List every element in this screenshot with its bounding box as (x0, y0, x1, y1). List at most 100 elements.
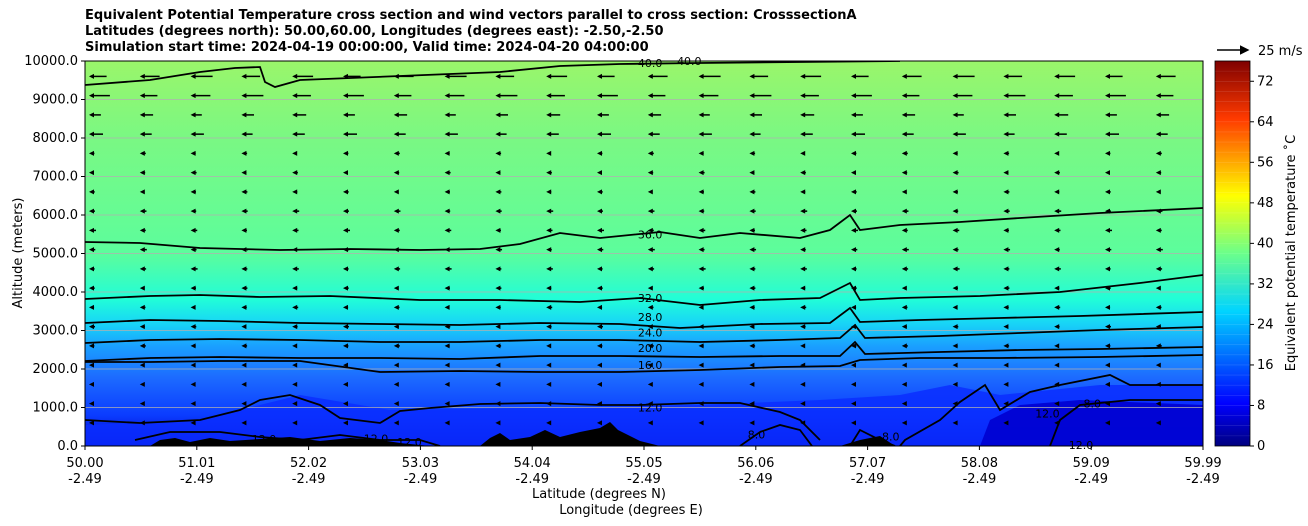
wind-arrow (1054, 227, 1061, 233)
x-tick-label-lat: 58.08 (961, 456, 998, 471)
wind-arrow (190, 112, 202, 118)
wind-arrow (851, 247, 858, 253)
wind-arrow (546, 285, 552, 291)
wind-arrow (597, 247, 604, 253)
wind-arrow (698, 401, 704, 407)
wind-arrow (495, 227, 501, 233)
wind-arrow (952, 170, 959, 176)
wind-arrow (444, 93, 465, 99)
wind-arrow (241, 208, 248, 214)
wind-arrow (1054, 324, 1060, 330)
wind-arrow (546, 324, 552, 330)
contour-label: 40.0 (677, 55, 702, 68)
wind-arrow (190, 266, 198, 272)
wind-arrow (393, 93, 412, 99)
wind-arrow (546, 381, 552, 387)
wind-arrow (800, 73, 822, 79)
wind-arrow (597, 73, 615, 79)
wind-arrow (292, 285, 298, 291)
wind-arrow (1003, 93, 1026, 99)
wind-arrow (597, 93, 618, 99)
wind-arrow (495, 285, 502, 291)
grid-lines (85, 61, 1203, 446)
wind-arrow (495, 362, 501, 368)
wind-arrow (139, 266, 147, 272)
wind-arrow (698, 131, 712, 137)
wind-arrow (190, 324, 197, 330)
colorbar-tick-label: 64 (1257, 115, 1274, 130)
wind-arrow (597, 227, 604, 233)
wind-arrow (1155, 401, 1161, 407)
wind-arrow (444, 343, 450, 349)
wind-arrow (139, 208, 147, 214)
wind-arrow (241, 227, 247, 233)
wind-arrow (89, 131, 103, 137)
terrain (150, 422, 895, 446)
wind-arrow (343, 189, 349, 195)
wind-arrow (851, 420, 856, 426)
wind-arrow (89, 93, 110, 99)
wind-arrow (190, 189, 196, 195)
wind-arrow (495, 93, 518, 99)
wind-arrow (647, 131, 660, 137)
wind-arrow (901, 247, 909, 253)
wind-arrow (749, 227, 755, 233)
wind-arrow (343, 208, 349, 214)
wind-arrow (190, 247, 197, 253)
wind-arrow (800, 247, 806, 253)
wind-arrow (546, 131, 559, 137)
colorbar-tick-label: 32 (1257, 277, 1274, 292)
wind-arrow (749, 131, 761, 137)
wind-arrow (241, 131, 253, 137)
chart-title-line-2: Latitudes (degrees north): 50.00,60.00, … (85, 24, 664, 39)
wind-arrow (901, 420, 907, 426)
wind-arrow (241, 189, 248, 195)
wind-arrow (393, 247, 401, 253)
wind-arrow (1003, 401, 1009, 407)
wind-arrow (444, 324, 451, 330)
wind-arrow (1105, 208, 1111, 214)
wind-arrow (851, 170, 856, 176)
colorbar-tick-label: 8 (1257, 398, 1265, 413)
wind-arrow (546, 73, 568, 79)
wind-arrow (546, 93, 565, 99)
wind-arrow (546, 304, 553, 310)
wind-arrow (343, 285, 349, 291)
colorbar-tick-label: 0 (1257, 439, 1265, 454)
wind-arrow (393, 401, 399, 407)
wind-arrow (89, 285, 95, 291)
wind-arrow (292, 324, 298, 330)
wind-arrow (698, 362, 704, 368)
wind-arrow (343, 93, 364, 99)
wind-arrow (1155, 420, 1161, 426)
wind-arrow (495, 381, 501, 387)
wind-arrow (952, 304, 958, 310)
wind-arrow (241, 420, 247, 426)
wind-arrow (1054, 189, 1060, 195)
wind-arrow (698, 304, 704, 310)
wind-arrow (1003, 170, 1009, 176)
wind-arrow (901, 189, 907, 195)
wind-arrow (393, 150, 400, 156)
wind-arrow (190, 285, 196, 291)
wind-arrow (343, 381, 348, 387)
wind-arrow (495, 266, 502, 272)
wind-arrow (800, 266, 807, 272)
colorbar-label: Equivalent potential temperature ˚C (1283, 135, 1299, 371)
wind-arrow (393, 189, 399, 195)
wind-arrow (1105, 285, 1111, 291)
plot-area (85, 61, 1203, 446)
wind-arrow (495, 112, 508, 118)
wind-arrow (89, 401, 94, 407)
wind-arrow (851, 73, 869, 79)
wind-arrow (952, 93, 973, 99)
contour-36 (85, 207, 1203, 251)
wind-arrow (800, 93, 819, 99)
wind-arrow (901, 362, 907, 368)
wind-arrow (749, 324, 755, 330)
wind-arrow (292, 131, 305, 137)
wind-arrow (952, 324, 959, 330)
x-tick-label-lat: 59.99 (1184, 456, 1221, 471)
wind-arrow (292, 304, 299, 310)
wind-arrow (292, 189, 298, 195)
